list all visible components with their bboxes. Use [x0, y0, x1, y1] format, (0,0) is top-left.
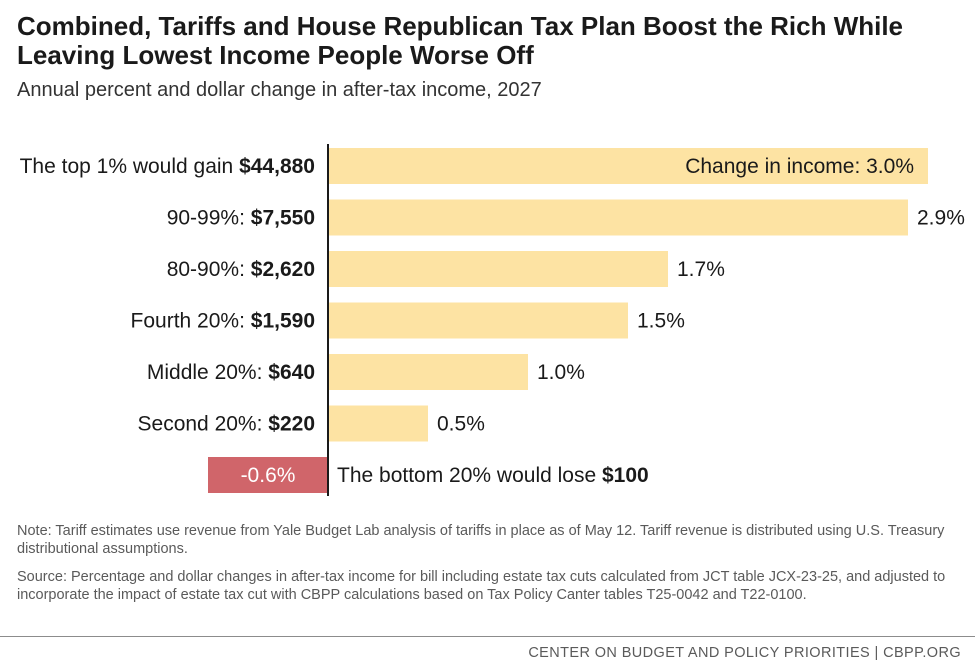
- value-label-3: 1.7%: [677, 258, 725, 281]
- bar-chart: Change in income: 3.0% The top 1% would g…: [20, 144, 965, 496]
- value-label-2: 2.9%: [917, 207, 965, 230]
- bar-4: [328, 302, 628, 339]
- category-label-2: 90-99%: $7,550: [167, 207, 315, 230]
- footer-attribution: CENTER ON BUDGET AND POLICY PRIORITIES |…: [528, 645, 961, 661]
- value-label-5: 1.0%: [537, 361, 585, 384]
- chart-note: Note: Tariff estimates use revenue from …: [17, 523, 945, 557]
- bar-3: [328, 251, 668, 287]
- bar-7: [208, 457, 328, 493]
- bar-6: [328, 405, 428, 442]
- bar-1: [328, 148, 928, 184]
- category-label-5: Middle 20%: $640: [147, 361, 315, 384]
- category-label-4: Fourth 20%: $1,590: [131, 310, 315, 333]
- category-label-7: The bottom 20% would lose $100: [337, 464, 649, 487]
- bar-2: [328, 199, 908, 236]
- value-label-4: 1.5%: [637, 310, 685, 333]
- bar-5: [328, 354, 528, 390]
- chart-title: Combined, Tariffs and House Republican T…: [17, 11, 904, 70]
- category-label-1: The top 1% would gain $44,880: [20, 155, 315, 178]
- category-label-3: 80-90%: $2,620: [167, 258, 315, 281]
- chart-source: Source: Percentage and dollar changes in…: [17, 569, 946, 603]
- footer-divider: [0, 636, 975, 637]
- category-label-6: Second 20%: $220: [138, 413, 315, 436]
- value-label-1: Change in income: 3.0%: [685, 155, 914, 178]
- value-label-6: 0.5%: [437, 413, 485, 436]
- chart-subtitle: Annual percent and dollar change in afte…: [17, 79, 542, 101]
- value-label-7: -0.6%: [241, 464, 296, 487]
